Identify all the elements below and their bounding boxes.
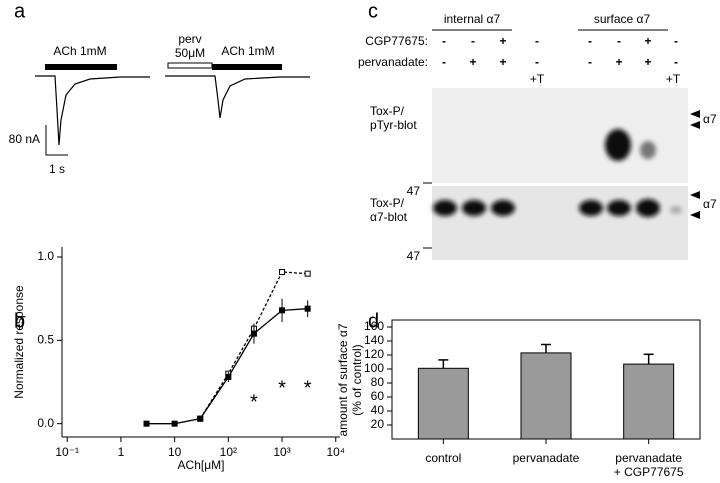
panel-label: d (368, 310, 379, 332)
group-label: surface α7 (594, 12, 651, 26)
series-line (199, 271, 308, 420)
group-label: internal α7 (444, 12, 501, 26)
series-line (146, 308, 308, 425)
data-point (171, 420, 178, 427)
treatment-sign: - (588, 34, 592, 48)
y-tick-label: 60 (371, 389, 385, 403)
treatment-sign: + (499, 55, 506, 69)
y-tick-label: 80 (371, 375, 385, 389)
panel-label: b (14, 310, 25, 332)
treatment-sign: - (674, 55, 678, 69)
y-tick-label: 0.0 (37, 416, 54, 430)
x-tick-label: 10² (220, 445, 237, 459)
y-tick-label: 120 (364, 347, 384, 361)
y-axis-label: amount of surface α7 (% of control) (336, 323, 364, 436)
pretreatment-bar (167, 62, 213, 69)
scale-label: 1 s (49, 162, 65, 176)
treatment-sign: + (644, 55, 651, 69)
stimulus-bar (45, 64, 117, 70)
blot-label: Tox-P/ α7-blot (370, 196, 407, 224)
mw-marker: 47 (407, 184, 421, 198)
y-axis-label: Normalized response (12, 285, 26, 399)
stimulus-label: ACh 1mM (221, 44, 274, 58)
y-tick-label: 1.0 (37, 249, 54, 263)
scale-label: 80 nA (9, 132, 40, 146)
treatment-sign: - (535, 55, 539, 69)
treatment-sign: + (499, 34, 506, 48)
data-point (143, 420, 150, 427)
data-point (225, 374, 232, 380)
treatment-sign: - (535, 34, 539, 48)
panel-label: a (14, 0, 26, 22)
pretreatment-label: perv (178, 32, 201, 46)
scale-bar (45, 125, 68, 156)
x-tick-label: pervanadate (512, 451, 580, 465)
band-label: α7 (703, 112, 717, 126)
stimulus-bar (212, 64, 282, 70)
row-label: CGP77675: (365, 34, 428, 48)
x-tick-label: pervanadate + CGP77675 (613, 451, 684, 479)
treatment-sign: - (674, 34, 678, 48)
x-axis-label: ACh[μM] (178, 458, 225, 472)
treatment-sign: - (588, 55, 592, 69)
treatment-sign: - (617, 34, 621, 48)
bar (417, 367, 469, 440)
significance-mark: * (278, 377, 286, 399)
treatment-sign: + (615, 55, 622, 69)
data-point (250, 330, 257, 337)
significance-mark: * (304, 377, 312, 399)
pretreatment-conc: 50μM (175, 46, 205, 60)
blot (432, 88, 688, 183)
treatment-sign: + (469, 55, 476, 69)
panel-label: c (368, 0, 378, 22)
toxin-label: +T (530, 72, 545, 86)
band-arrow (690, 110, 700, 219)
band-label: α7 (703, 197, 717, 211)
y-tick-label: 100 (364, 361, 384, 375)
current-trace (165, 75, 310, 119)
mw-marker: 47 (407, 249, 421, 263)
treatment-sign: - (442, 55, 446, 69)
treatment-sign: - (442, 34, 446, 48)
data-point (279, 269, 286, 275)
data-point (304, 305, 311, 312)
toxin-label: +T (666, 72, 681, 86)
x-tick-label: 1 (118, 445, 125, 459)
bar (623, 363, 675, 440)
data-point (279, 307, 286, 314)
blot (432, 186, 688, 260)
x-tick-label: 10⁻¹ (55, 445, 79, 459)
y-tick-label: 160 (364, 319, 384, 333)
y-tick-label: 0.5 (37, 333, 54, 347)
y-tick-label: 40 (371, 403, 385, 417)
data-point (304, 270, 311, 277)
treatment-sign: + (644, 34, 651, 48)
blot-label: Tox-P/ pTyr-blot (370, 104, 417, 132)
y-tick-label: 140 (364, 333, 384, 347)
y-tick-label: 20 (371, 417, 385, 431)
x-tick-label: control (425, 451, 462, 465)
x-tick-label: 10 (168, 445, 182, 459)
current-trace (35, 75, 150, 146)
bar (520, 352, 572, 440)
stimulus-label: ACh 1mM (53, 44, 106, 58)
x-tick-label: 10³ (273, 445, 290, 459)
x-tick-label: 10⁴ (326, 445, 345, 459)
significance-mark: * (250, 391, 258, 413)
treatment-sign: - (471, 34, 475, 48)
data-point (197, 415, 204, 422)
row-label: pervanadate: (358, 55, 428, 69)
blot-bands (433, 129, 682, 217)
